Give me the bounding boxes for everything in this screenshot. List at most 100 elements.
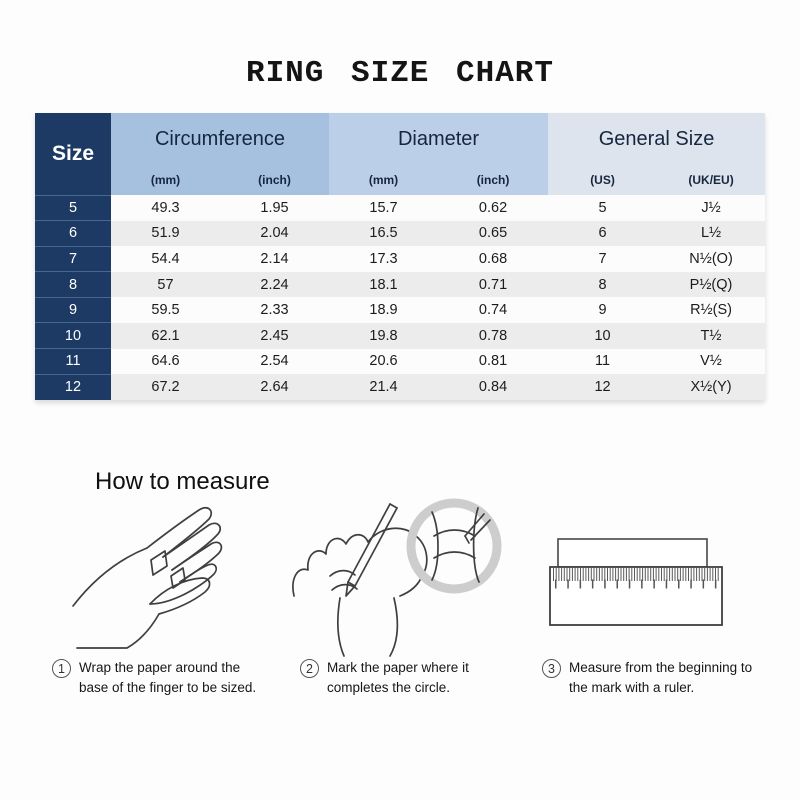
step-1: 1 Wrap the paper around the base of the … — [52, 658, 256, 697]
ukeu-size-cell: P½(Q) — [657, 271, 766, 298]
step-1-line-2: base of the finger to be sized. — [79, 679, 257, 695]
diameter-inch-cell: 0.62 — [438, 195, 549, 221]
step-2-number: 2 — [300, 659, 319, 678]
us-size-cell: 6 — [548, 220, 658, 247]
us-size-cell: 10 — [548, 322, 658, 349]
circumference-group-header: Circumference — [111, 113, 330, 165]
diameter-inch-cell: 0.74 — [438, 297, 549, 323]
step-2: 2 Mark the paper where it completes the … — [300, 658, 469, 697]
step-3-line-2: the mark with a ruler. — [569, 679, 695, 695]
us-size-header: (US) — [548, 165, 658, 195]
us-size-cell: 7 — [548, 246, 658, 272]
diameter-mm-cell: 20.6 — [329, 348, 439, 375]
table-row: 8 57 2.24 18.1 0.71 8 P½(Q) — [35, 271, 766, 298]
size-cell: 10 — [35, 322, 111, 349]
table-row: 11 64.6 2.54 20.6 0.81 11 V½ — [35, 348, 766, 375]
size-cell: 5 — [35, 194, 111, 221]
circumference-mm-cell: 51.9 — [111, 220, 220, 247]
step-3-text: Measure from the beginning to the mark w… — [569, 658, 752, 697]
table-row: 6 51.9 2.04 16.5 0.65 6 L½ — [35, 220, 766, 247]
diameter-mm-cell: 18.9 — [329, 297, 439, 323]
circumference-mm-cell: 67.2 — [111, 374, 220, 400]
step-1-number: 1 — [52, 659, 71, 678]
table-row: 10 62.1 2.45 19.8 0.78 10 T½ — [35, 322, 766, 349]
circumference-inch-cell: 2.14 — [220, 246, 330, 272]
hand-with-paper-strip-icon — [72, 506, 223, 649]
diameter-mm-cell: 19.8 — [329, 322, 439, 349]
magnifier-detail-icon — [406, 498, 502, 594]
diameter-mm-cell: 18.1 — [329, 271, 439, 298]
us-size-cell: 5 — [548, 195, 658, 221]
size-column-header: Size — [35, 113, 111, 195]
size-cell: 6 — [35, 220, 111, 247]
diameter-inch-cell: 0.68 — [438, 246, 549, 272]
step-1-text: Wrap the paper around the base of the fi… — [79, 658, 256, 697]
paper-strip-shape — [557, 538, 708, 568]
ruler-shape — [549, 566, 723, 626]
ring-size-table: Size Circumference Diameter General Size… — [35, 113, 766, 400]
us-size-cell: 8 — [548, 271, 658, 298]
step-3: 3 Measure from the beginning to the mark… — [542, 658, 752, 697]
group-header-row: Size Circumference Diameter General Size — [35, 113, 766, 195]
circumference-inch-cell: 2.54 — [220, 348, 330, 375]
diameter-inch-cell: 0.84 — [438, 374, 549, 400]
ukeu-size-cell: R½(S) — [657, 297, 766, 323]
diameter-mm-cell: 16.5 — [329, 220, 439, 247]
ukeu-size-cell: X½(Y) — [657, 374, 766, 400]
diameter-mm-cell: 17.3 — [329, 246, 439, 272]
circumference-inch-cell: 2.24 — [220, 271, 330, 298]
circumference-mm-cell: 64.6 — [111, 348, 220, 375]
diameter-inch-cell: 0.65 — [438, 220, 549, 247]
table-row: 5 49.3 1.95 15.7 0.62 5 J½ — [35, 194, 766, 221]
ukeu-size-cell: V½ — [657, 348, 766, 375]
diameter-group-header: Diameter — [329, 113, 549, 165]
diameter-mm-header: (mm) — [329, 165, 439, 195]
step-2-line-1: Mark the paper where it — [327, 660, 469, 675]
ukeu-size-cell: J½ — [657, 195, 766, 221]
general-size-group-header: General Size — [548, 113, 766, 165]
sub-header-row: (mm) (inch) (mm) (inch) (US) (UK/EU) — [35, 165, 766, 195]
size-cell: 11 — [35, 348, 111, 375]
table-row: 7 54.4 2.14 17.3 0.68 7 N½(O) — [35, 245, 766, 272]
circumference-inch-header: (inch) — [220, 165, 330, 195]
ukeu-size-cell: T½ — [657, 322, 766, 349]
us-size-cell: 11 — [548, 348, 658, 375]
diameter-inch-cell: 0.81 — [438, 348, 549, 375]
us-size-cell: 9 — [548, 297, 658, 323]
ruler-with-paper-icon — [549, 538, 723, 626]
circumference-mm-cell: 59.5 — [111, 297, 220, 323]
size-cell: 7 — [35, 245, 111, 272]
step-2-text: Mark the paper where it completes the ci… — [327, 658, 469, 697]
table-row: 12 67.2 2.64 21.4 0.84 12 X½(Y) — [35, 373, 766, 400]
us-size-cell: 12 — [548, 374, 658, 400]
diameter-inch-header: (inch) — [438, 165, 549, 195]
ukeu-size-header: (UK/EU) — [657, 165, 766, 195]
circumference-mm-header: (mm) — [111, 165, 220, 195]
page-title: RING SIZE CHART — [245, 56, 555, 91]
step-1-line-1: Wrap the paper around the — [79, 660, 241, 675]
ukeu-size-cell: N½(O) — [657, 246, 766, 272]
how-to-measure-heading: How to measure — [95, 468, 270, 495]
diameter-inch-cell: 0.78 — [438, 322, 549, 349]
step-2-line-2: completes the circle. — [327, 679, 451, 695]
circumference-inch-cell: 2.33 — [220, 297, 330, 323]
step-3-line-1: Measure from the beginning to — [569, 660, 753, 675]
size-cell: 8 — [35, 271, 111, 298]
ukeu-size-cell: L½ — [657, 220, 766, 247]
circumference-mm-cell: 62.1 — [111, 322, 220, 349]
circumference-mm-cell: 57 — [111, 271, 220, 298]
circumference-mm-cell: 54.4 — [111, 246, 220, 272]
diameter-inch-cell: 0.71 — [438, 271, 549, 298]
size-cell: 9 — [35, 296, 111, 323]
step-3-number: 3 — [542, 659, 561, 678]
circumference-inch-cell: 2.64 — [220, 374, 330, 400]
hand-marking-with-pen-icon — [292, 498, 502, 657]
circumference-inch-cell: 2.45 — [220, 322, 330, 349]
diameter-mm-cell: 15.7 — [329, 195, 439, 221]
circumference-inch-cell: 1.95 — [220, 195, 330, 221]
circumference-mm-cell: 49.3 — [111, 195, 220, 221]
diameter-mm-cell: 21.4 — [329, 374, 439, 400]
table-row: 9 59.5 2.33 18.9 0.74 9 R½(S) — [35, 296, 766, 323]
size-cell: 12 — [35, 373, 111, 400]
